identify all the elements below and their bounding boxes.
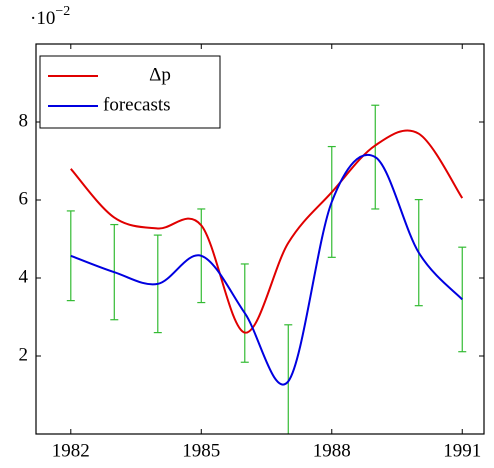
- x-tick-label: 1991: [443, 440, 481, 461]
- x-tick-label: 1982: [52, 440, 90, 461]
- x-tick-label: 1985: [182, 440, 220, 461]
- plot-area: [66, 104, 467, 434]
- y-tick-label: 8: [19, 110, 29, 131]
- legend-label: Δp: [149, 64, 171, 85]
- x-tick-label: 1988: [313, 440, 351, 461]
- y-multiplier: ·10−2: [30, 4, 70, 29]
- axes-frame: [35, 43, 485, 435]
- y-tick-label: 4: [19, 266, 29, 287]
- series-line: [70, 154, 463, 386]
- y-tick-label: 6: [19, 188, 29, 209]
- error-bar: [66, 210, 75, 302]
- y-multiplier-exponent: −2: [55, 4, 70, 19]
- legend-box: [39, 55, 221, 129]
- series-line: [70, 129, 464, 334]
- legend-label: forecasts: [103, 94, 171, 115]
- y-tick-label: 2: [19, 344, 29, 365]
- y-multiplier-base: ·10: [30, 8, 55, 29]
